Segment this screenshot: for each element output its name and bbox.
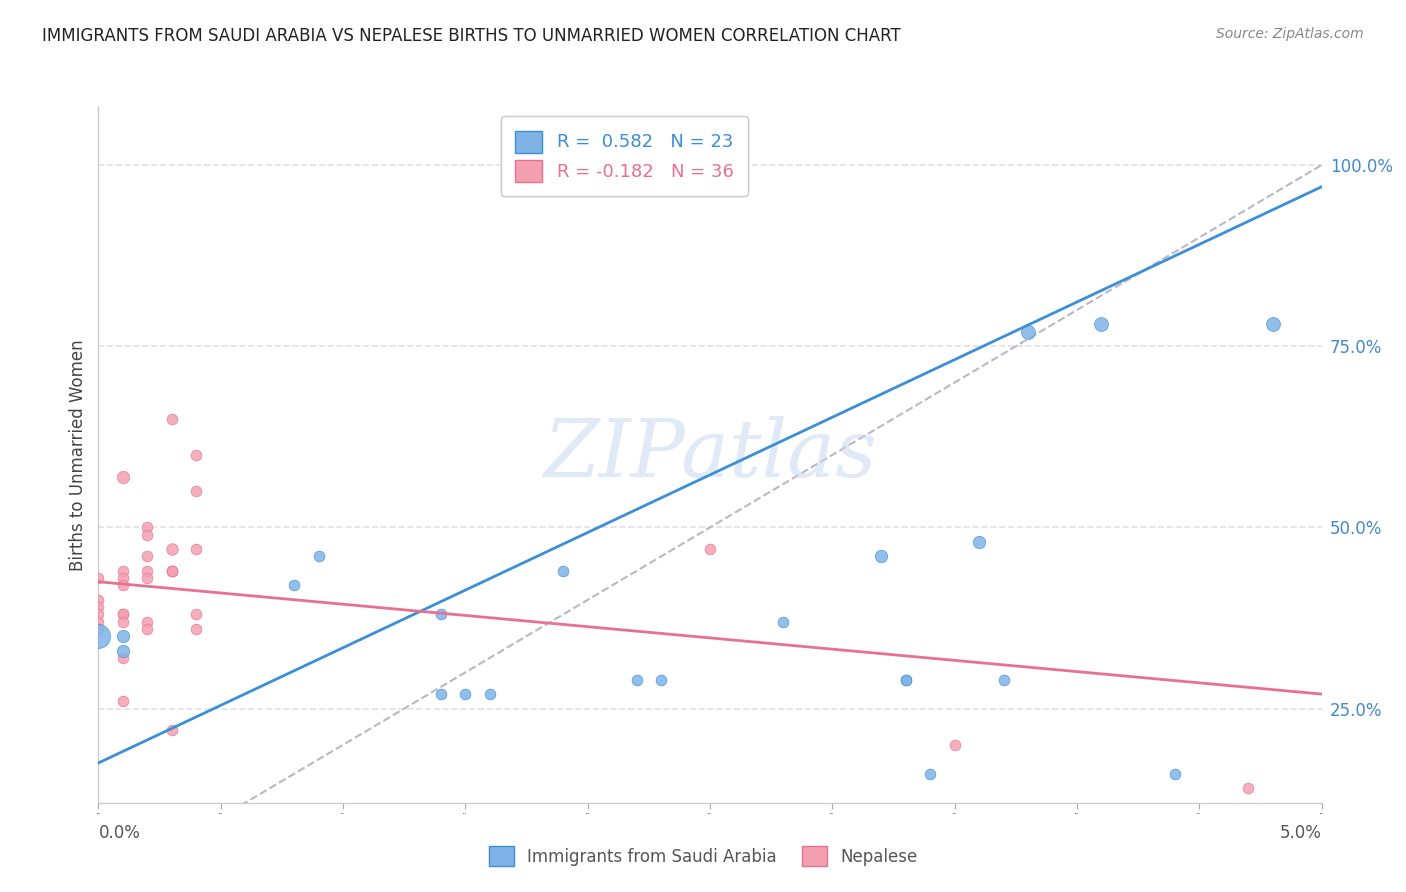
Point <box>699 542 721 557</box>
Point <box>136 622 159 636</box>
Legend: R =  0.582   N = 23, R = -0.182   N = 36: R = 0.582 N = 23, R = -0.182 N = 36 <box>501 116 748 196</box>
Point <box>553 564 575 578</box>
Point <box>308 549 330 564</box>
Y-axis label: Births to Unmarried Women: Births to Unmarried Women <box>69 339 87 571</box>
Legend: Immigrants from Saudi Arabia, Nepalese: Immigrants from Saudi Arabia, Nepalese <box>481 838 925 875</box>
Point <box>160 723 183 738</box>
Point <box>111 643 134 657</box>
Point <box>1090 318 1112 332</box>
Point <box>160 542 183 557</box>
Point <box>186 622 208 636</box>
Point <box>136 520 159 534</box>
Point <box>870 549 893 564</box>
Point <box>87 607 110 622</box>
Text: IMMIGRANTS FROM SAUDI ARABIA VS NEPALESE BIRTHS TO UNMARRIED WOMEN CORRELATION C: IMMIGRANTS FROM SAUDI ARABIA VS NEPALESE… <box>42 27 901 45</box>
Text: Source: ZipAtlas.com: Source: ZipAtlas.com <box>1216 27 1364 41</box>
Point <box>186 484 208 499</box>
Text: ZIPatlas: ZIPatlas <box>543 417 877 493</box>
Point <box>1261 318 1284 332</box>
Point <box>111 469 134 483</box>
Point <box>894 673 917 687</box>
Point <box>87 592 110 607</box>
Point <box>920 766 942 781</box>
Text: 5.0%: 5.0% <box>1279 823 1322 842</box>
Point <box>111 615 134 629</box>
Point <box>186 448 208 462</box>
Point <box>111 651 134 665</box>
Point <box>87 571 110 585</box>
Point <box>967 535 990 549</box>
Point <box>772 615 794 629</box>
Point <box>136 549 159 564</box>
Point <box>87 615 110 629</box>
Point <box>430 687 453 701</box>
Point <box>111 578 134 592</box>
Point <box>136 571 159 585</box>
Point <box>943 738 966 752</box>
Point <box>1164 766 1187 781</box>
Point <box>186 542 208 557</box>
Point <box>430 607 453 622</box>
Point <box>186 607 208 622</box>
Point <box>87 629 110 643</box>
Text: 0.0%: 0.0% <box>98 823 141 842</box>
Point <box>650 673 672 687</box>
Point <box>111 571 134 585</box>
Point <box>87 622 110 636</box>
Point <box>478 687 501 701</box>
Point <box>111 694 134 708</box>
Point <box>136 615 159 629</box>
Point <box>1237 781 1260 796</box>
Point <box>454 687 477 701</box>
Point <box>626 673 648 687</box>
Point <box>111 607 134 622</box>
Point <box>160 411 183 425</box>
Point <box>111 607 134 622</box>
Point <box>283 578 305 592</box>
Point <box>894 673 917 687</box>
Point <box>993 673 1015 687</box>
Point <box>160 564 183 578</box>
Point <box>1017 325 1039 339</box>
Point <box>87 600 110 615</box>
Point <box>111 564 134 578</box>
Point <box>111 629 134 643</box>
Point <box>160 564 183 578</box>
Point <box>136 527 159 541</box>
Point <box>160 564 183 578</box>
Point <box>136 564 159 578</box>
